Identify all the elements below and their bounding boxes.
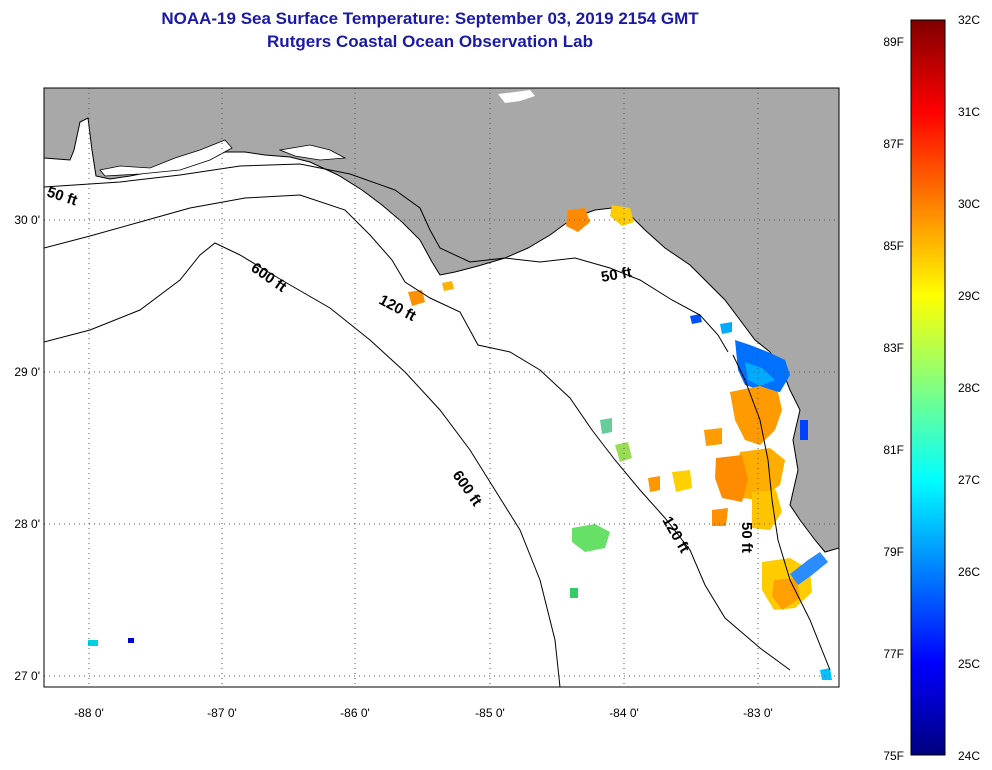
fahrenheit-label: 75F	[883, 749, 904, 763]
fahrenheit-label: 81F	[883, 443, 904, 457]
bathymetry-contours	[44, 163, 831, 687]
map-subtitle: Rutgers Coastal Ocean Observation Lab	[267, 32, 593, 51]
map-title: NOAA-19 Sea Surface Temperature: Septemb…	[161, 9, 699, 28]
fahrenheit-label: 83F	[883, 341, 904, 355]
celsius-label: 29C	[958, 289, 980, 303]
longitude-tick-label: -84 0'	[609, 706, 639, 720]
celsius-label: 30C	[958, 197, 980, 211]
celsius-label: 27C	[958, 473, 980, 487]
celsius-label: 28C	[958, 381, 980, 395]
celsius-label: 24C	[958, 749, 980, 763]
celsius-label: 25C	[958, 657, 980, 671]
longitude-tick-label: -88 0'	[74, 706, 104, 720]
fahrenheit-label: 89F	[883, 35, 904, 49]
latitude-tick-label: 29 0'	[14, 365, 40, 379]
lake-area	[498, 90, 535, 103]
celsius-label: 26C	[958, 565, 980, 579]
celsius-label: 32C	[958, 13, 980, 27]
bay-area	[99, 139, 233, 177]
colorbar-celsius-scale: 32C 31C 30C 29C 28C 27C 26C 25C 24C	[958, 13, 980, 763]
latitude-axis: 30 0' 29 0' 28 0' 27 0'	[14, 213, 40, 683]
colorbar-fahrenheit-scale: 89F 87F 85F 83F 81F 79F 77F 75F	[883, 35, 904, 763]
longitude-tick-label: -87 0'	[207, 706, 237, 720]
longitude-tick-label: -85 0'	[475, 706, 505, 720]
sst-data-patches	[88, 205, 832, 680]
longitude-tick-label: -86 0'	[340, 706, 370, 720]
bay-area-2	[278, 144, 347, 161]
latitude-tick-label: 28 0'	[14, 517, 40, 531]
colorbar	[910, 19, 946, 756]
fahrenheit-label: 85F	[883, 239, 904, 253]
fahrenheit-label: 79F	[883, 545, 904, 559]
latitude-tick-label: 30 0'	[14, 213, 40, 227]
map-frame	[43, 87, 840, 688]
contour-label: 50 ft	[738, 522, 755, 553]
fahrenheit-label: 77F	[883, 647, 904, 661]
contour-label: 50 ft	[600, 264, 633, 286]
celsius-label: 31C	[958, 105, 980, 119]
longitude-axis: -88 0' -87 0' -86 0' -85 0' -84 0' -83 0…	[74, 706, 773, 720]
longitude-tick-label: -83 0'	[743, 706, 773, 720]
fahrenheit-label: 87F	[883, 137, 904, 151]
latitude-tick-label: 27 0'	[14, 669, 40, 683]
